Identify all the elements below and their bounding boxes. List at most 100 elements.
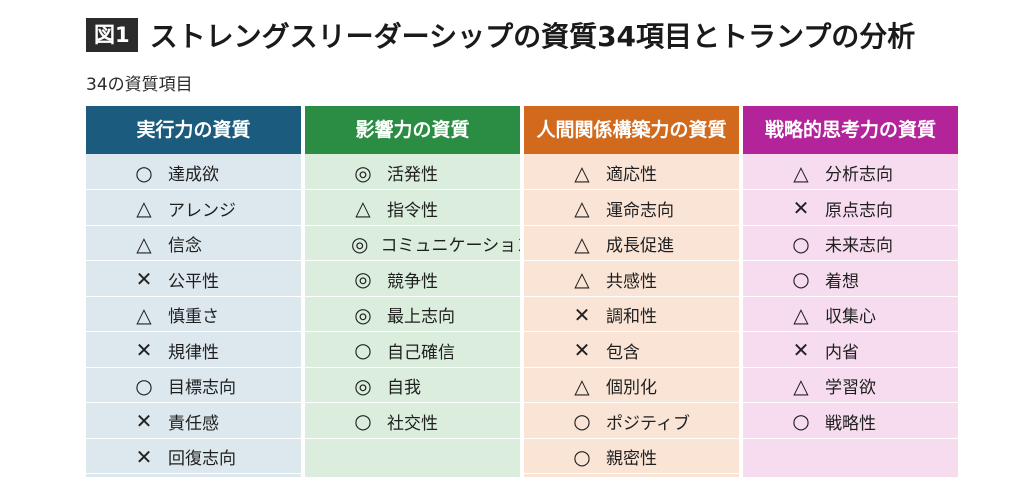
rating-mark: ○: [792, 267, 810, 291]
title-row: 図1 ストレングスリーダーシップの資質34項目とトランプの分析: [86, 14, 915, 56]
rating-mark: ○: [792, 231, 810, 256]
rating-mark: △: [136, 196, 152, 220]
rating-mark: △: [793, 302, 809, 327]
quality-name: 個別化: [606, 378, 657, 398]
quality-name: 原点志向: [825, 200, 893, 221]
list-item: △ 成長促進: [524, 227, 739, 261]
column-header: 実行力の資質: [86, 106, 301, 154]
list-item: △ 適応性: [524, 156, 739, 190]
quality-name: 達成欲: [168, 165, 219, 185]
list-item: ○ 戦略性: [743, 404, 958, 439]
rating-mark: ✕: [792, 196, 810, 220]
quality-name: 分析志向: [825, 165, 893, 185]
list-item: ◎ コミュニケーション: [305, 227, 520, 261]
rating-mark: ✕: [135, 338, 153, 362]
rating-mark: △: [574, 231, 590, 256]
rating-mark: ○: [573, 409, 591, 433]
quality-name: ポジティブ: [606, 413, 690, 434]
rating-mark: ○: [135, 373, 153, 398]
page-title: ストレングスリーダーシップの資質34項目とトランプの分析: [149, 20, 916, 53]
quality-name: 成長促進: [606, 236, 674, 256]
list-item: ○ 着想: [743, 262, 958, 297]
quality-name: 競争性: [387, 271, 438, 292]
rating-mark: ✕: [573, 338, 591, 362]
list-item: ✕ 公平性: [86, 262, 301, 297]
list-item: ◎ 競争性: [305, 262, 520, 297]
rating-mark: ✕: [135, 444, 153, 469]
list-item: △ 信念: [86, 227, 301, 261]
list-item: ✕ 調和性: [524, 298, 739, 332]
rating-mark: ◎: [351, 231, 369, 256]
column-header: 戦略的思考力の資質: [743, 106, 958, 154]
quality-name: 慎重さ: [168, 307, 219, 327]
quality-name: 最上志向: [387, 307, 455, 327]
quality-name: 信念: [168, 236, 202, 256]
column-relationship-building: 人間関係構築力の資質 △ 適応性 △ 運命志向 △ 成長促進 △ 共感性 ✕ 調和性 ✕ 包含 △ 個別化…: [524, 106, 739, 477]
column-strategic-thinking: 戦略的思考力の資質 △ 分析志向 ✕ 原点志向 ○ 未来志向 ○ 着想 △ 収集心 ✕ 内省 △ 学習欲 ○…: [743, 106, 958, 477]
column-body: △ 適応性 △ 運命志向 △ 成長促進 △ 共感性 ✕ 調和性 ✕ 包含 △ 個別化 ○ ポジティブ ○ 親密性: [524, 154, 739, 477]
rating-mark: ○: [792, 409, 810, 433]
rating-mark: ◎: [354, 267, 372, 291]
quality-name: 適応性: [606, 165, 657, 185]
quality-name: 自我: [387, 378, 421, 398]
quality-name: 自己確信: [387, 342, 455, 363]
list-item: △ 学習欲: [743, 369, 958, 403]
rating-mark: △: [355, 196, 371, 220]
list-item: ○ ポジティブ: [524, 404, 739, 439]
list-item: ✕ 責任感: [86, 404, 301, 439]
column-influencing: 影響力の資質 ◎ 活発性 △ 指令性 ◎ コミュニケーション ◎ 競争性 ◎ 最上志向 ○ 自己確信 ◎…: [305, 106, 520, 477]
quality-name: 公平性: [168, 271, 219, 292]
quality-name: 着想: [825, 271, 859, 292]
list-item: ○ 親密性: [524, 440, 739, 474]
rating-mark: ✕: [573, 302, 591, 327]
quality-name: 目標志向: [168, 378, 236, 398]
rating-mark: ✕: [792, 338, 810, 362]
quality-name: 未来志向: [825, 236, 893, 256]
list-item: ✕ 内省: [743, 333, 958, 368]
rating-mark: △: [136, 302, 152, 327]
rating-mark: △: [574, 267, 590, 291]
qualities-table: 実行力の資質 ○ 達成欲 △ アレンジ △ 信念 ✕ 公平性 △ 慎重さ ✕ 規律性 ○ 目標志向 ✕ 責任感…: [86, 106, 958, 477]
quality-name: 社交性: [387, 413, 438, 434]
list-item: △ 収集心: [743, 298, 958, 332]
quality-name: 調和性: [606, 307, 657, 327]
quality-name: 内省: [825, 342, 859, 363]
rating-mark: △: [793, 160, 809, 185]
quality-name: 収集心: [825, 307, 876, 327]
list-item: ○ 達成欲: [86, 156, 301, 190]
list-item: △ 個別化: [524, 369, 739, 403]
column-body: ◎ 活発性 △ 指令性 ◎ コミュニケーション ◎ 競争性 ◎ 最上志向 ○ 自己確信 ◎ 自我 ○ 社交性: [305, 154, 520, 477]
list-item: △ 指令性: [305, 191, 520, 226]
rating-mark: ◎: [354, 160, 372, 185]
quality-name: 包含: [606, 342, 640, 363]
column-header: 人間関係構築力の資質: [524, 106, 739, 154]
rating-mark: ○: [135, 160, 153, 185]
quality-name: 指令性: [387, 200, 438, 221]
rating-mark: △: [793, 373, 809, 398]
list-item: ✕ 包含: [524, 333, 739, 368]
list-item: ◎ 自我: [305, 369, 520, 403]
quality-name: 親密性: [606, 449, 657, 469]
list-item: ◎ 活発性: [305, 156, 520, 190]
rating-mark: ◎: [354, 302, 372, 327]
list-item: ○ 目標志向: [86, 369, 301, 403]
rating-mark: ○: [354, 409, 372, 433]
rating-mark: ◎: [354, 373, 372, 398]
quality-name: 共感性: [606, 271, 657, 292]
quality-name: 規律性: [168, 342, 219, 363]
quality-name: 活発性: [387, 165, 438, 185]
quality-name: コミュニケーション: [380, 236, 520, 256]
list-item: ◎ 最上志向: [305, 298, 520, 332]
rating-mark: △: [574, 196, 590, 220]
list-item: △ 共感性: [524, 262, 739, 297]
list-item: ○ 社交性: [305, 404, 520, 439]
quality-name: 運命志向: [606, 200, 674, 221]
rating-mark: ○: [354, 338, 372, 362]
quality-name: アレンジ: [168, 200, 236, 221]
column-body: △ 分析志向 ✕ 原点志向 ○ 未来志向 ○ 着想 △ 収集心 ✕ 内省 △ 学習欲 ○ 戦略性: [743, 154, 958, 477]
rating-mark: △: [574, 160, 590, 185]
rating-mark: △: [574, 373, 590, 398]
figure-label: 図1: [86, 18, 138, 52]
list-item: △ 分析志向: [743, 156, 958, 190]
rating-mark: ✕: [135, 409, 153, 433]
